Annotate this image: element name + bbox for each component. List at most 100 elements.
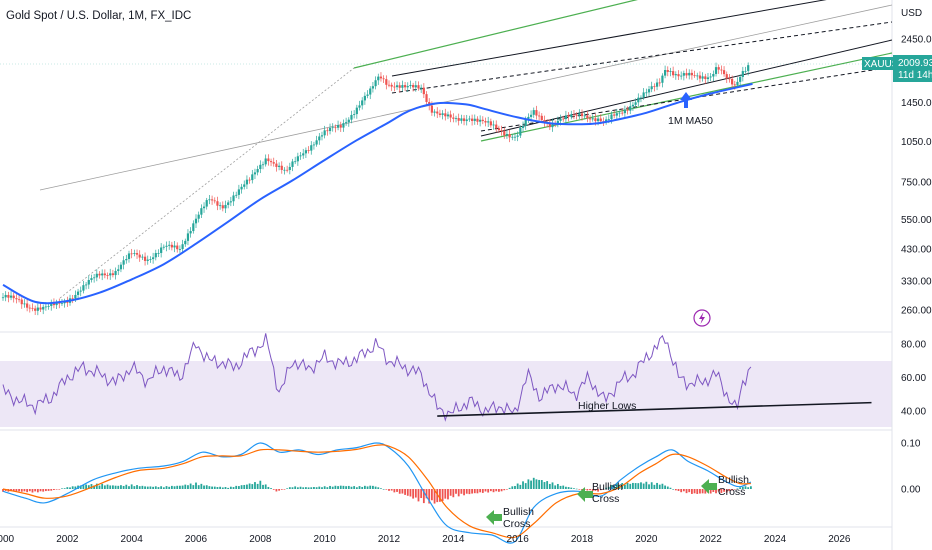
macd-histogram-bar [141, 485, 144, 489]
macd-histogram-bar [136, 485, 138, 489]
macd-histogram-bar [629, 483, 632, 489]
macd-histogram-bar [154, 486, 157, 489]
macd-histogram-bar [597, 489, 599, 492]
candle-body [470, 118, 474, 121]
macd-histogram-bar [221, 487, 224, 489]
macd-histogram-bar [532, 477, 535, 489]
candle-body [377, 76, 380, 81]
candle-body [395, 85, 399, 88]
time-tick-label: 2018 [571, 534, 594, 545]
candle-body [489, 121, 492, 126]
candle-body [725, 74, 728, 79]
macd-histogram-bar [71, 486, 74, 489]
candle-body [307, 150, 310, 151]
macd-histogram-bar [489, 489, 492, 492]
macd-histogram-bar [744, 486, 747, 489]
candle-body [663, 70, 667, 76]
macd-histogram-bar [246, 484, 248, 489]
lightning-icon[interactable] [693, 309, 711, 327]
macd-histogram-bar [47, 489, 50, 491]
price-tick-label: 260.00 [901, 306, 932, 317]
candle-body [594, 118, 597, 122]
candle-body [331, 127, 334, 129]
macd-histogram-bar [216, 487, 219, 489]
bullish-cross-1-line1: Bullish [503, 506, 534, 518]
candle-body [385, 79, 388, 85]
candle-body [661, 75, 664, 83]
candle-body [168, 244, 171, 246]
macd-histogram-bar [120, 485, 122, 489]
time-tick-label: 2016 [507, 534, 530, 545]
candle-body [741, 71, 744, 77]
macd-histogram-bar [334, 485, 337, 489]
candle-body [157, 252, 160, 254]
macd-histogram-bar [259, 480, 262, 489]
macd-histogram-bar [20, 489, 23, 492]
currency-label: USD [901, 8, 922, 19]
candle-body [299, 155, 302, 157]
macd-histogram-bar [98, 485, 101, 489]
candle-body [420, 87, 423, 89]
candle-body [543, 120, 546, 123]
candle-body [296, 156, 299, 162]
candle-body [302, 153, 305, 156]
macd-histogram-bar [602, 489, 605, 490]
macd-histogram-bar [535, 479, 538, 489]
macd-histogram-bar [101, 483, 104, 489]
candle-body [361, 100, 364, 106]
macd-histogram-bar [546, 481, 549, 489]
macd-histogram-bar [133, 486, 136, 489]
macd-histogram-bar [487, 489, 490, 493]
price-tag-countdown: 11d 14h [898, 70, 932, 81]
candle-body [487, 121, 490, 123]
candle-body [101, 273, 104, 276]
candle-body [184, 240, 187, 245]
candle-body [639, 97, 643, 99]
candle-body [267, 158, 270, 162]
candle-body [98, 273, 101, 276]
macd-histogram-bar [704, 489, 707, 494]
time-tick-label: 2008 [249, 534, 272, 545]
macd-histogram-bar [682, 489, 685, 492]
macd-histogram-bar [184, 484, 187, 489]
candle-body [476, 118, 479, 122]
candle-body [74, 294, 77, 299]
candle-body [387, 84, 391, 86]
macd-histogram-bar [95, 483, 98, 489]
macd-histogram-bar [157, 487, 160, 489]
candle-body [251, 174, 254, 181]
macd-histogram-bar [26, 489, 29, 493]
macd-histogram-bar [733, 489, 736, 490]
candle-body [9, 295, 13, 298]
candle-body [31, 307, 34, 309]
macd-histogram-bar [401, 489, 404, 494]
candle-body [468, 118, 471, 120]
macd-histogram-bar [591, 489, 594, 492]
macd-histogram-bar [149, 486, 152, 489]
macd-histogram-bar [313, 486, 315, 489]
macd-histogram-bar [589, 489, 591, 491]
candle-body [623, 109, 626, 114]
macd-histogram-bar [165, 486, 168, 489]
candle-body [280, 165, 283, 170]
candle-body [500, 130, 503, 131]
macd-histogram-bar [696, 489, 699, 494]
candle-body [243, 184, 246, 187]
candle-body [409, 84, 412, 87]
candle-body [436, 111, 439, 114]
candle-body [720, 69, 723, 71]
macd-histogram-bar [666, 486, 669, 489]
candle-body [125, 258, 128, 261]
candle-body [655, 82, 659, 87]
candle-body [261, 164, 265, 166]
macd-histogram-bar [653, 484, 656, 489]
time-tick-label: 2026 [828, 534, 851, 545]
candle-body [208, 199, 211, 201]
macd-histogram-bar [506, 489, 508, 490]
candle-body [578, 113, 581, 116]
macd-histogram-bar [339, 485, 342, 489]
macd-histogram-bar [106, 484, 109, 489]
macd-histogram-bar [355, 487, 358, 489]
macd-histogram-bar [460, 489, 463, 494]
candle-body [7, 294, 10, 298]
